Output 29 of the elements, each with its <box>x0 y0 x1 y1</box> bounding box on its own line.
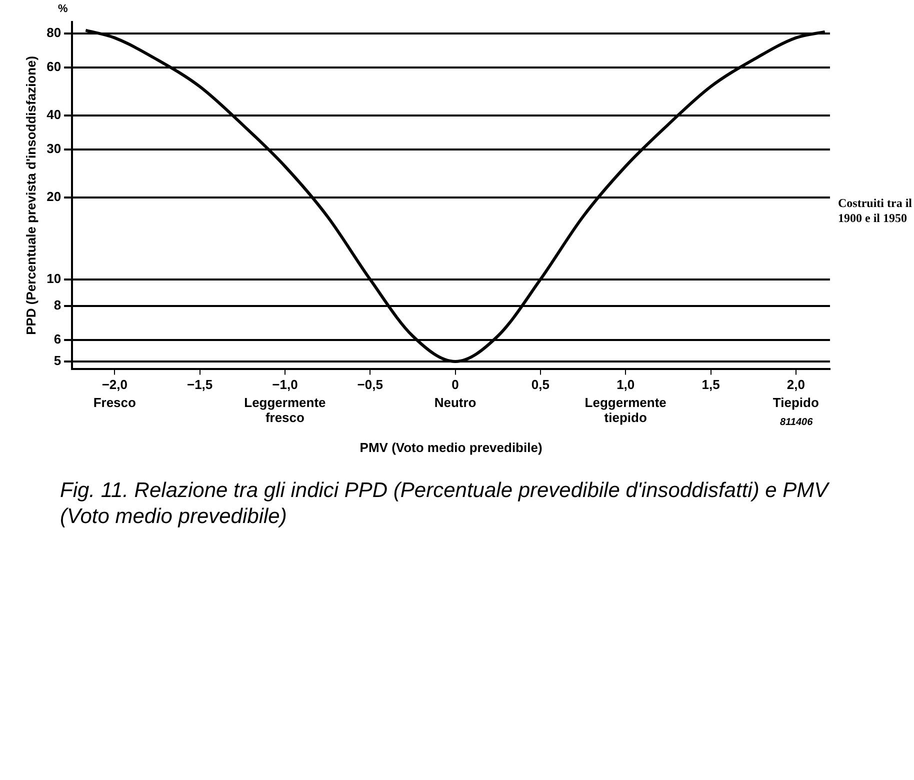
x-tick-label: 1,0 <box>616 377 635 392</box>
x-tick-label: 0,5 <box>531 377 550 392</box>
text: Leggermente tiepido <box>584 394 668 425</box>
x-tick-label: 1,5 <box>702 377 720 392</box>
y-tick-label: 60 <box>46 58 62 74</box>
y-tick-label: 40 <box>46 106 62 122</box>
y-tick-label: 30 <box>46 140 62 156</box>
x-tick-label: 2,0 <box>786 377 805 392</box>
x-tick-label: −2,0 <box>102 377 128 392</box>
x-tick-label: −1,0 <box>272 377 298 392</box>
x-axis-title: PMV (Voto medio prevedibile) <box>360 440 542 455</box>
text: Neutro <box>433 394 478 410</box>
x-tick-label: 0 <box>452 377 459 392</box>
y-tick-label: 8 <box>54 297 62 312</box>
y-tick-label: 5 <box>54 353 62 368</box>
text: Leggermente fresco <box>243 394 327 425</box>
text: Fresco <box>92 394 137 410</box>
text: % <box>58 2 68 17</box>
y-axis-title: PPD (Percentuale prevista d'insoddisfazione) <box>23 56 38 335</box>
text: Costruiti tra il 1900 e il 1950 <box>838 196 912 226</box>
y-tick-label: 10 <box>46 271 62 286</box>
x-tick-label: −1,5 <box>186 377 213 392</box>
y-tick-label: 20 <box>46 188 62 204</box>
y-tick-label: 80 <box>46 24 62 40</box>
text: Fig. 11. Relazione tra gli indici PPD (Percentuale prevedibile d'insoddisfatti) e PMV (Voto medio prevedibile) <box>60 478 831 530</box>
text: 811406 <box>780 416 813 430</box>
x-tick-label: −0,5 <box>357 377 383 392</box>
y-tick-label: 6 <box>54 331 62 346</box>
text: Tiepido <box>772 394 820 410</box>
